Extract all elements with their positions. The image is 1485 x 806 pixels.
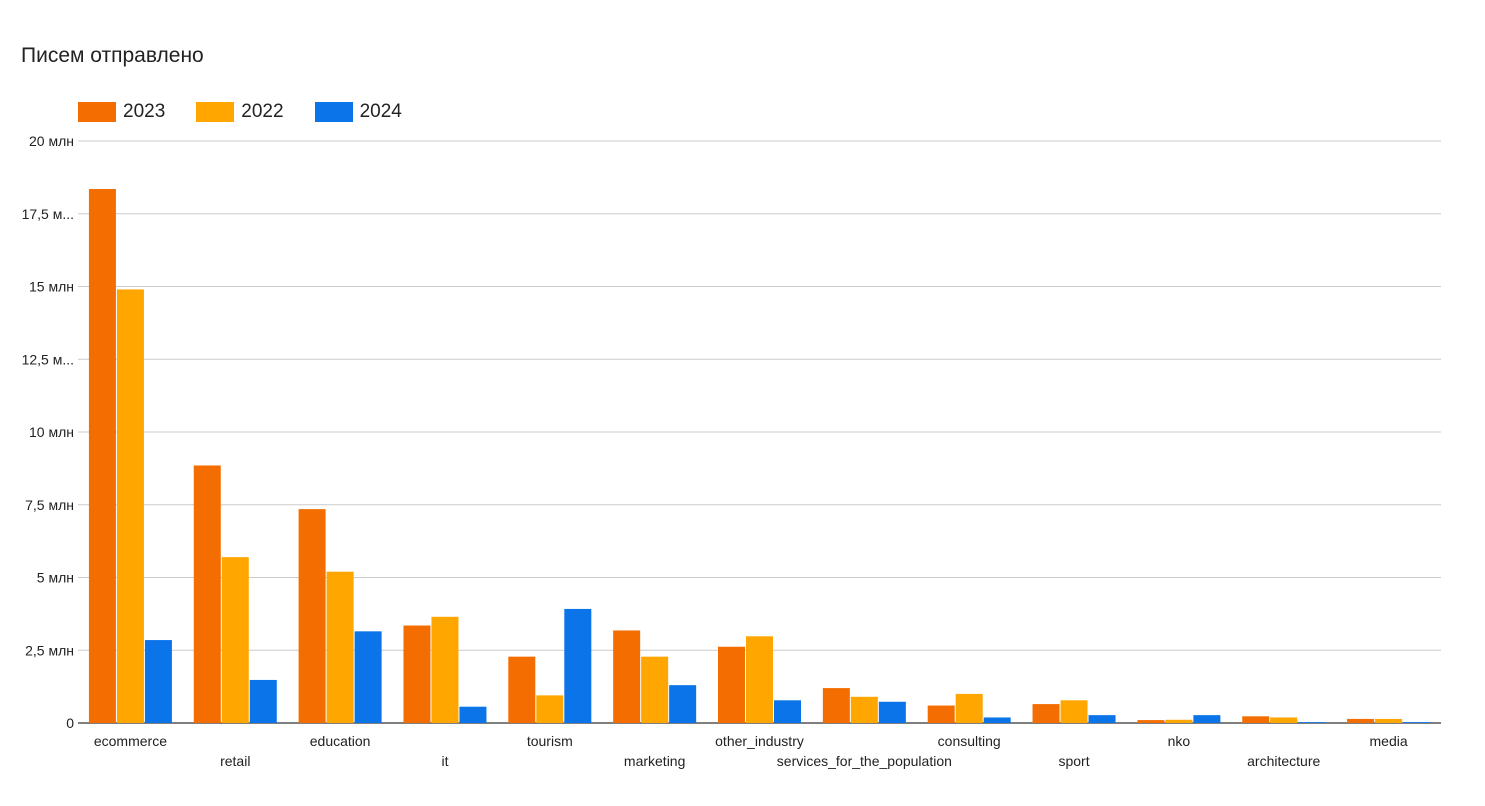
gridlines — [78, 140, 1441, 724]
bar-2022-nko — [1165, 719, 1193, 723]
bar-2023-retail — [193, 465, 221, 723]
bar-2023-nko — [1137, 720, 1165, 723]
x-tick-label: retail — [220, 753, 250, 769]
legend-swatch-2022 — [196, 102, 235, 122]
bar-2022-consulting — [955, 693, 983, 723]
bar-2022-ecommerce — [116, 289, 144, 723]
bar-2024-architecture — [1298, 722, 1326, 723]
y-tick-label: 15 млн — [29, 279, 74, 295]
x-tick-label: tourism — [527, 733, 573, 749]
y-tick-label: 2,5 млн — [25, 642, 74, 658]
bar-2023-consulting — [927, 705, 955, 723]
y-tick-label: 7,5 млн — [25, 497, 74, 513]
bar-2023-tourism — [508, 656, 536, 723]
bar-2024-education — [354, 631, 382, 723]
y-axis-tick-labels: 0 2,5 млн 5 млн 7,5 млн 10 млн 12,5 м... 15 мл… — [22, 133, 75, 731]
bar-2022-architecture — [1270, 717, 1298, 723]
bar-2024-media — [1403, 722, 1431, 723]
chart-title: Писем отправлено — [21, 44, 204, 67]
bar-2024-ecommerce — [144, 640, 172, 723]
bar-2022-it — [431, 616, 459, 723]
legend-label-2024: 2024 — [359, 101, 402, 122]
bar-2023-other_industry — [718, 646, 745, 723]
x-tick-label: ecommerce — [94, 733, 167, 749]
y-tick-label: 12,5 м... — [22, 351, 74, 367]
bar-2023-marketing — [613, 630, 641, 723]
y-tick-label: 20 млн — [29, 133, 74, 149]
bar-2023-ecommerce — [88, 189, 116, 723]
legend-label-2022: 2022 — [241, 101, 284, 122]
bar-2022-other_industry — [746, 636, 773, 723]
legend-item-2023[interactable]: 2023 — [78, 101, 165, 123]
bar-2024-marketing — [669, 685, 697, 723]
legend-label-2023: 2023 — [123, 101, 166, 122]
y-tick-label: 5 млн — [37, 570, 74, 586]
bar-2023-architecture — [1242, 716, 1270, 723]
bars — [88, 189, 1431, 723]
x-tick-label: other_industry — [715, 733, 804, 749]
legend-item-2022[interactable]: 2022 — [196, 101, 284, 123]
x-tick-label: services_for_the_population — [777, 753, 952, 769]
legend: 2023 2022 2024 — [78, 101, 433, 123]
y-tick-label: 0 — [66, 715, 74, 731]
legend-swatch-2024 — [314, 102, 353, 122]
bar-2024-retail — [249, 679, 277, 723]
bar-2022-marketing — [641, 656, 669, 723]
x-tick-label: education — [310, 733, 371, 749]
bar-2023-media — [1347, 718, 1375, 723]
legend-swatch-2023 — [78, 102, 116, 122]
y-tick-label: 10 млн — [29, 424, 74, 440]
bar-2024-consulting — [983, 717, 1011, 723]
bar-2023-sport — [1032, 704, 1060, 723]
bar-2024-sport — [1088, 715, 1116, 723]
bar-2022-services_for_the_population — [850, 696, 878, 723]
y-tick-label: 17,5 м... — [22, 206, 74, 222]
bar-2022-education — [326, 571, 354, 723]
bar-2022-tourism — [536, 695, 564, 723]
x-tick-label: media — [1370, 733, 1408, 749]
bar-2022-media — [1375, 718, 1403, 723]
x-tick-label: architecture — [1247, 753, 1320, 769]
bar-2022-retail — [221, 557, 249, 723]
x-tick-label: marketing — [624, 753, 685, 769]
bar-2024-tourism — [564, 608, 592, 723]
legend-item-2024[interactable]: 2024 — [314, 101, 402, 123]
x-tick-label: nko — [1168, 733, 1191, 749]
x-tick-label: it — [441, 753, 448, 769]
x-tick-label: consulting — [938, 733, 1001, 749]
bar-2024-other_industry — [774, 700, 801, 723]
bar-2023-education — [298, 509, 326, 723]
bar-2024-it — [459, 706, 487, 723]
bar-2023-it — [403, 625, 431, 723]
bar-2023-services_for_the_population — [822, 688, 850, 723]
bar-2022-sport — [1060, 700, 1088, 723]
bar-2024-nko — [1193, 715, 1221, 723]
x-axis-tick-labels: ecommerce retail education it tourism marketi… — [94, 733, 1408, 769]
bar-2024-services_for_the_population — [878, 701, 906, 723]
x-tick-label: sport — [1058, 753, 1089, 769]
